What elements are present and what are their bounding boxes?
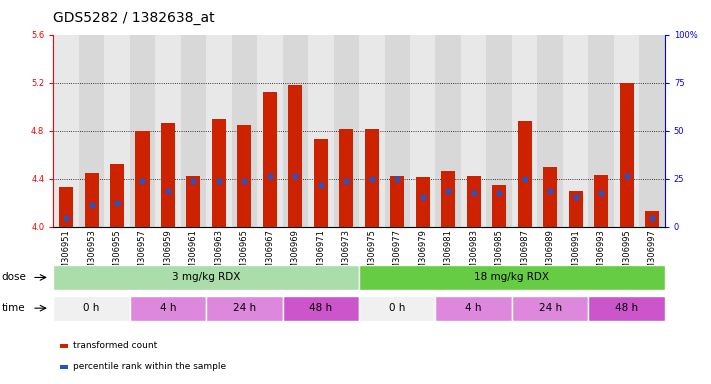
Bar — [263, 92, 277, 227]
Bar — [569, 190, 582, 227]
Bar — [308, 35, 333, 227]
Bar — [359, 265, 665, 290]
Bar — [186, 176, 201, 227]
Bar — [410, 35, 435, 227]
Bar — [589, 296, 665, 321]
Bar — [314, 139, 328, 227]
Bar — [385, 35, 410, 227]
Bar — [206, 296, 283, 321]
Bar — [435, 35, 461, 227]
Text: 0 h: 0 h — [389, 303, 405, 313]
Bar — [283, 35, 308, 227]
Bar — [639, 35, 665, 227]
Text: dose: dose — [1, 272, 26, 283]
Text: 48 h: 48 h — [309, 303, 333, 313]
Text: 24 h: 24 h — [232, 303, 256, 313]
Bar — [442, 171, 455, 227]
Bar — [110, 164, 124, 227]
Bar — [129, 35, 155, 227]
Text: time: time — [1, 303, 25, 313]
Bar — [512, 35, 538, 227]
Bar — [461, 35, 486, 227]
Text: percentile rank within the sample: percentile rank within the sample — [73, 362, 226, 371]
Text: transformed count: transformed count — [73, 341, 157, 350]
Bar — [333, 35, 359, 227]
Bar — [518, 121, 532, 227]
Bar — [206, 35, 232, 227]
Bar — [105, 35, 129, 227]
Text: 4 h: 4 h — [160, 303, 176, 313]
Bar — [435, 296, 512, 321]
Bar — [53, 35, 79, 227]
Bar — [257, 35, 283, 227]
Text: 0 h: 0 h — [83, 303, 100, 313]
Bar — [416, 177, 429, 227]
Bar — [237, 124, 252, 227]
Text: GDS5282 / 1382638_at: GDS5282 / 1382638_at — [53, 11, 215, 25]
Text: 18 mg/kg RDX: 18 mg/kg RDX — [474, 272, 550, 283]
Bar — [390, 176, 405, 227]
Bar — [512, 296, 589, 321]
Bar — [136, 131, 149, 227]
Text: 3 mg/kg RDX: 3 mg/kg RDX — [172, 272, 240, 283]
Bar — [492, 185, 506, 227]
Bar — [53, 265, 359, 290]
Bar — [614, 35, 639, 227]
Bar — [85, 172, 99, 227]
Bar — [619, 83, 634, 227]
Text: 24 h: 24 h — [538, 303, 562, 313]
Bar — [589, 35, 614, 227]
Bar — [53, 296, 129, 321]
Bar — [359, 35, 385, 227]
Bar — [232, 35, 257, 227]
Bar — [466, 176, 481, 227]
Text: 48 h: 48 h — [615, 303, 638, 313]
Bar — [543, 167, 557, 227]
Bar — [283, 296, 359, 321]
Bar — [79, 35, 105, 227]
Bar — [289, 85, 302, 227]
Text: 4 h: 4 h — [466, 303, 482, 313]
Bar — [645, 211, 659, 227]
Bar — [359, 296, 435, 321]
Bar — [594, 175, 608, 227]
Bar — [161, 123, 175, 227]
Bar — [129, 296, 206, 321]
Bar — [155, 35, 181, 227]
Bar — [181, 35, 206, 227]
Bar — [486, 35, 512, 227]
Bar — [365, 129, 379, 227]
Bar — [563, 35, 589, 227]
Bar — [212, 119, 226, 227]
Bar — [339, 129, 353, 227]
Bar — [59, 187, 73, 227]
Bar — [538, 35, 563, 227]
